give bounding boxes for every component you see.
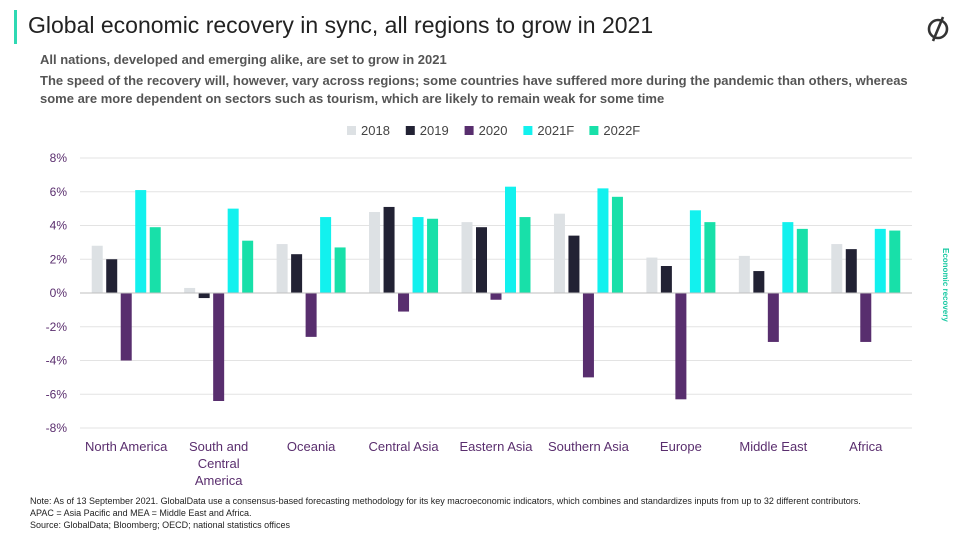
bar-2018 — [276, 244, 288, 293]
bar-2018 — [738, 255, 750, 293]
bar-2019 — [198, 293, 210, 299]
y-tick-label: -4% — [46, 354, 68, 368]
x-category-label: Oceania — [287, 439, 336, 454]
bar-2018 — [369, 212, 381, 293]
bar-2021f — [135, 190, 147, 293]
bar-2020 — [305, 293, 317, 337]
side-section-label: Economic recovery — [941, 248, 950, 322]
bar-2020 — [582, 293, 594, 378]
y-tick-label: 8% — [50, 151, 68, 165]
bar-2021f — [505, 186, 516, 293]
legend-swatch — [523, 126, 533, 135]
x-category-label: America — [195, 473, 243, 488]
bar-2020 — [213, 293, 225, 401]
x-category-label: Africa — [849, 439, 883, 454]
footer-source: Source: GlobalData; Bloomberg; OECD; nat… — [30, 520, 290, 530]
x-category-label: South and — [189, 439, 248, 454]
chart-footer: Note: As of 13 September 2021. GlobalDat… — [30, 495, 861, 531]
legend-label: 2020 — [479, 123, 508, 138]
legend-swatch — [464, 126, 474, 135]
y-tick-label: 4% — [50, 219, 68, 233]
chart-subtitle: All nations, developed and emerging alik… — [40, 52, 447, 67]
x-category-label: Central — [198, 456, 240, 471]
bar-2018 — [91, 245, 103, 293]
bar-2021f — [874, 228, 886, 293]
legend-swatch — [405, 126, 415, 135]
bar-2022f — [519, 217, 531, 293]
bar-2022f — [889, 230, 901, 293]
footer-note: Note: As of 13 September 2021. GlobalDat… — [30, 496, 861, 506]
bar-2021f — [320, 217, 332, 293]
bar-2021f — [412, 217, 424, 293]
x-category-label: Central Asia — [369, 439, 440, 454]
x-category-label: Eastern Asia — [460, 439, 534, 454]
bar-2019 — [660, 266, 672, 293]
bar-2021f — [689, 210, 701, 293]
bar-2020 — [767, 293, 779, 342]
bar-2021f — [597, 188, 609, 293]
bar-2021f — [782, 222, 794, 293]
bar-2018 — [831, 244, 843, 293]
bar-2019 — [476, 227, 487, 293]
bar-2022f — [427, 218, 439, 293]
legend-label: 2021F — [537, 123, 574, 138]
bar-2020 — [675, 293, 687, 400]
title-accent-bar — [14, 10, 17, 44]
chart-description: The speed of the recovery will, however,… — [40, 73, 908, 106]
bar-2019 — [568, 235, 580, 293]
legend-label: 2022F — [603, 123, 640, 138]
bar-2018 — [461, 222, 473, 293]
x-category-label: Middle East — [739, 439, 807, 454]
bar-2022f — [149, 227, 161, 293]
page-title: Global economic recovery in sync, all re… — [28, 12, 654, 38]
y-tick-label: 2% — [50, 252, 68, 266]
bar-2022f — [704, 222, 716, 293]
legend-label: 2019 — [420, 123, 449, 138]
globaldata-logo-icon — [927, 16, 949, 42]
bar-2020 — [860, 293, 872, 342]
y-tick-label: -6% — [46, 387, 68, 401]
legend-swatch — [347, 126, 356, 135]
bar-2018 — [646, 257, 658, 293]
legend-swatch — [589, 126, 599, 135]
x-category-label: North America — [85, 439, 168, 454]
y-tick-label: 6% — [50, 185, 68, 199]
bar-2018 — [553, 213, 565, 293]
bar-2020 — [398, 293, 410, 312]
bar-2020 — [120, 293, 132, 361]
bar-2022f — [796, 228, 808, 293]
bar-2020 — [490, 293, 502, 300]
bar-2018 — [184, 287, 196, 293]
bar-chart: 8% 6% 4% 2% 0% -2% -4% -6% -8% North America South… — [46, 123, 912, 488]
y-tick-label: -8% — [46, 421, 68, 435]
bar-2019 — [383, 206, 395, 293]
bar-2019 — [106, 259, 118, 293]
y-tick-label: -2% — [46, 320, 68, 334]
bar-2019 — [845, 249, 857, 293]
y-tick-label: 0% — [50, 286, 68, 300]
bar-2019 — [753, 271, 765, 293]
footer-abbreviations: APAC = Asia Pacific and MEA = Middle Eas… — [30, 508, 252, 518]
bar-2021f — [227, 208, 239, 293]
legend-label: 2018 — [361, 123, 390, 138]
bar-2022f — [611, 196, 623, 293]
x-category-label: Europe — [660, 439, 702, 454]
bar-2022f — [334, 247, 346, 293]
bar-2019 — [291, 254, 303, 293]
x-category-label: Southern Asia — [548, 439, 630, 454]
bar-2022f — [242, 240, 254, 293]
